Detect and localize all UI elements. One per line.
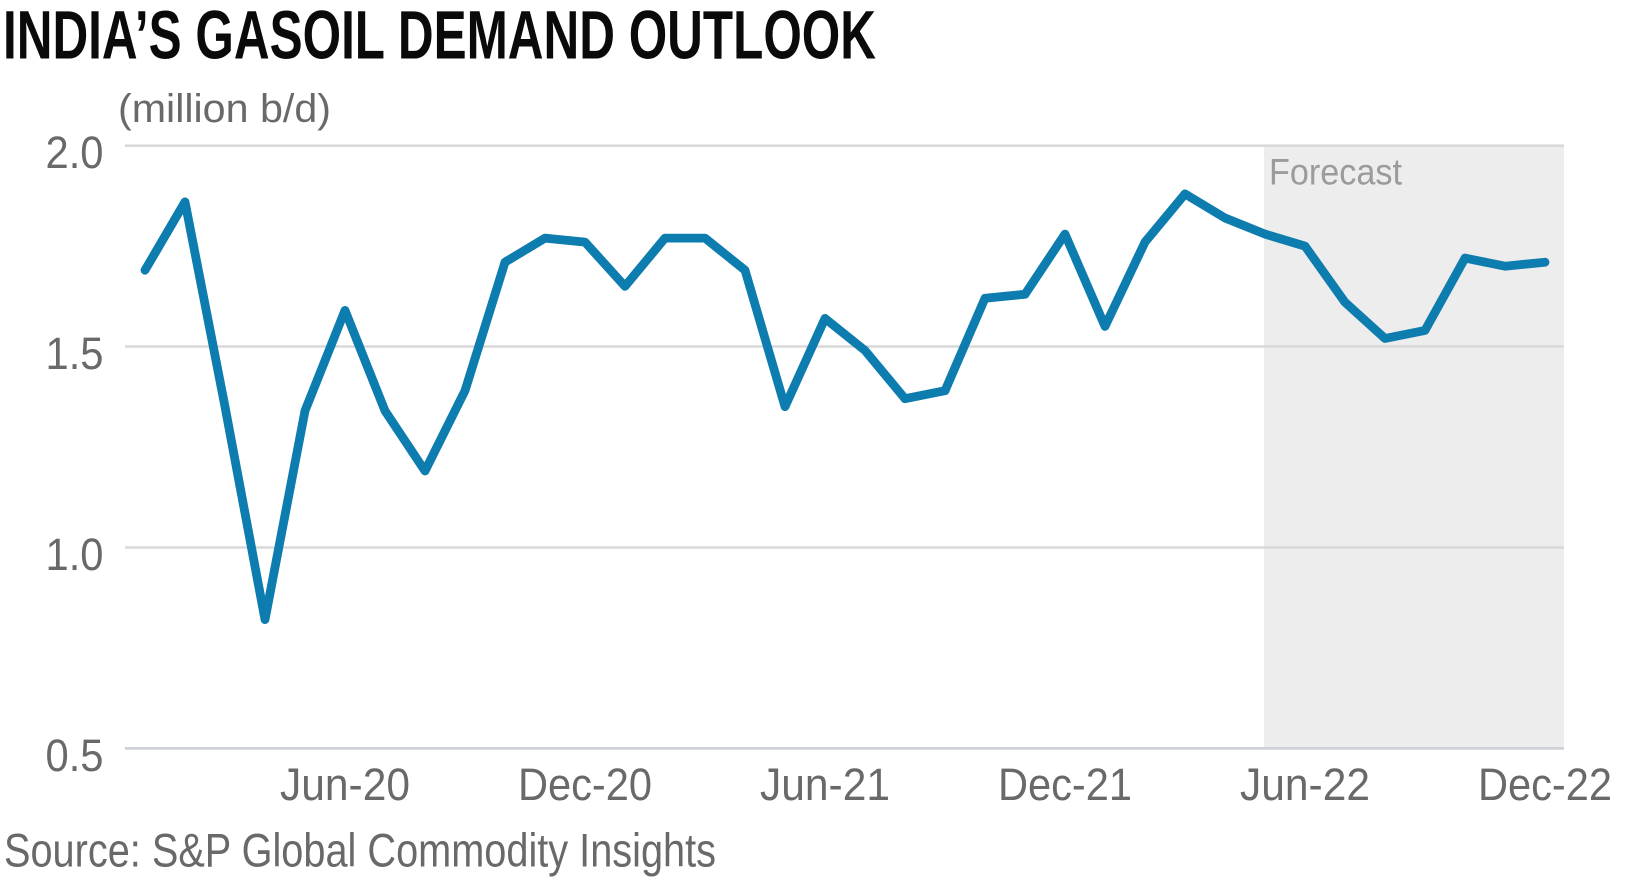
svg-text:Jun-20: Jun-20 [280, 759, 410, 810]
svg-text:1.5: 1.5 [46, 328, 104, 379]
svg-text:Source: S&P Global Commodity I: Source: S&P Global Commodity Insights [4, 824, 716, 877]
svg-text:0.5: 0.5 [46, 730, 104, 781]
svg-text:INDIA’S GASOIL DEMAND OUTLOOK: INDIA’S GASOIL DEMAND OUTLOOK [3, 0, 876, 74]
svg-text:(million b/d): (million b/d) [118, 87, 331, 131]
svg-text:2.0: 2.0 [46, 127, 104, 178]
svg-text:Jun-21: Jun-21 [760, 759, 890, 810]
svg-text:Dec-22: Dec-22 [1478, 759, 1612, 810]
svg-text:Dec-20: Dec-20 [518, 759, 652, 810]
svg-text:Jun-22: Jun-22 [1240, 759, 1370, 810]
svg-text:1.0: 1.0 [46, 529, 104, 580]
svg-text:Forecast: Forecast [1269, 151, 1403, 193]
svg-text:Dec-21: Dec-21 [998, 759, 1132, 810]
